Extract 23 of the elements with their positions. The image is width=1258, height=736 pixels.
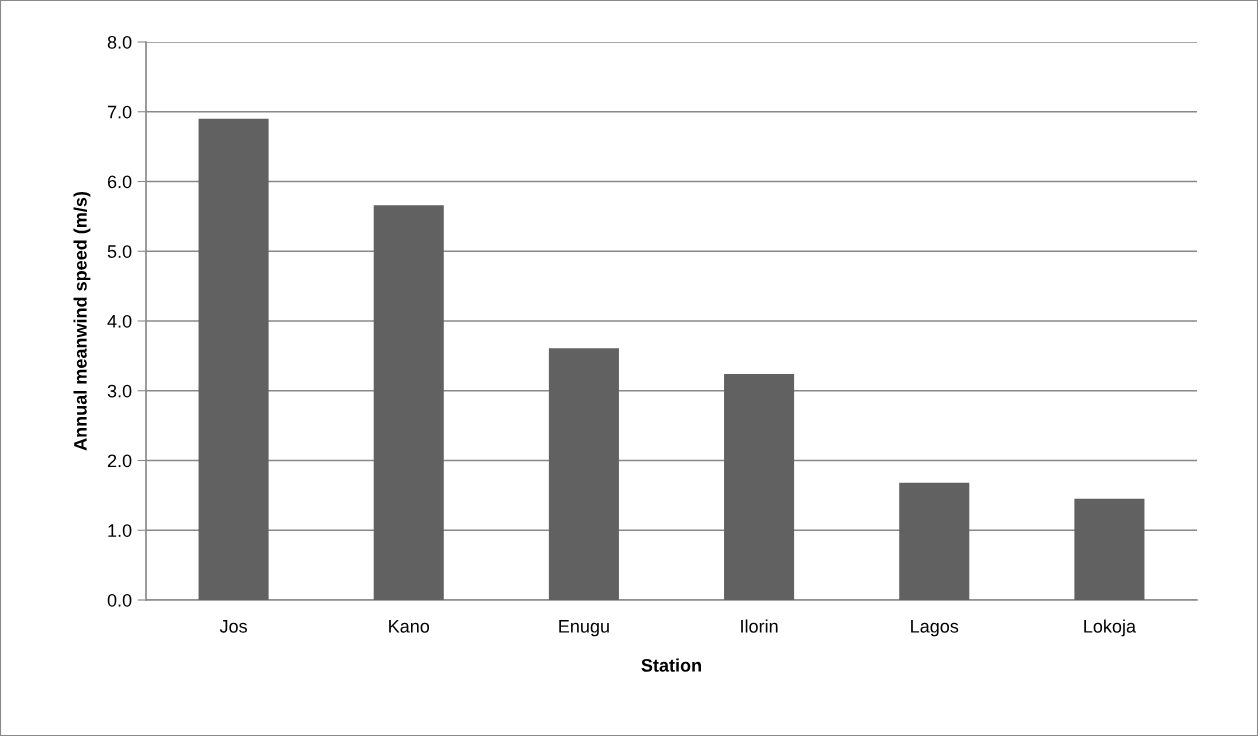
- x-tick-label: Enugu: [559, 620, 609, 637]
- y-tick-label: 0.0: [107, 593, 132, 607]
- x-tick-label: Ilorin: [741, 619, 778, 633]
- y-tick-label: 5.0: [107, 245, 132, 258]
- bar: [548, 348, 619, 600]
- y-tick-label: 8.0: [107, 35, 132, 49]
- bar: [373, 205, 444, 600]
- y-tick-label: 4.0: [107, 314, 132, 328]
- x-tick-label: Jos: [219, 620, 247, 633]
- bar: [899, 482, 970, 600]
- x-axis-title: Station: [641, 658, 701, 672]
- y-tick-label: 1.0: [108, 524, 132, 537]
- y-tick-label: 7.0: [107, 105, 132, 119]
- bar: [724, 374, 795, 600]
- y-tick-label: 6.0: [107, 175, 132, 189]
- y-tick-label: 2.0: [107, 454, 132, 468]
- bar: [1074, 498, 1145, 600]
- bar: [198, 118, 269, 600]
- y-axis-title: Annual meanwind speed (m/s): [73, 191, 91, 451]
- x-tick-label: Lagos: [911, 620, 959, 637]
- x-tick-label: Lokoja: [1084, 619, 1137, 637]
- x-tick-label: Kano: [389, 620, 430, 633]
- y-tick-label: 3.0: [107, 384, 132, 398]
